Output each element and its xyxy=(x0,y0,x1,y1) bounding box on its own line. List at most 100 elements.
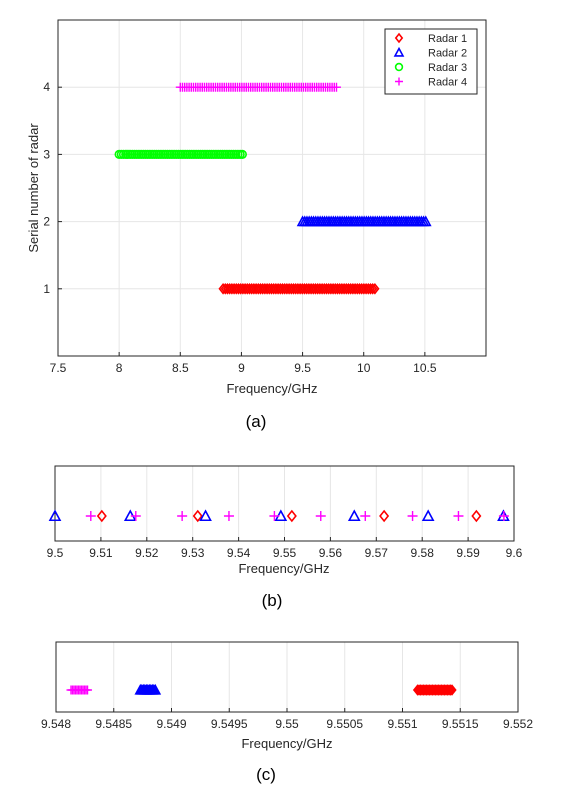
x-tick-label: 9.5515 xyxy=(442,717,479,731)
x-tick-label: 9.58 xyxy=(411,546,435,560)
y-tick-label: 2 xyxy=(43,215,50,229)
panel-a-y-axis-label: Serial number of radar xyxy=(26,123,41,253)
x-tick-label: 9.6 xyxy=(506,546,523,560)
data-point xyxy=(237,149,247,160)
x-tick-label: 9.57 xyxy=(365,546,389,560)
series-radar-4 xyxy=(66,685,93,695)
panel-b-x-ticks: 9.5 9.51 9.52 9.53 9.54 9.55 9.56 9.57 9.58 9.59 9… xyxy=(47,537,523,560)
panel-a-y-ticks: 1 2 3 4 xyxy=(43,80,62,296)
x-tick-label: 8 xyxy=(116,361,123,375)
data-point xyxy=(223,511,234,521)
y-tick-label: 4 xyxy=(43,80,50,94)
data-point xyxy=(331,82,341,92)
data-point xyxy=(286,509,297,523)
panel-c-x-ticks: 9.548 9.5485 9.549 9.5495 9.55 9.5505 9.551 9.5… xyxy=(41,708,533,731)
x-tick-label: 9.55 xyxy=(273,546,297,560)
data-point xyxy=(360,511,371,521)
legend-marker xyxy=(393,46,405,57)
series-radar-2 xyxy=(134,683,162,695)
x-tick-label: 10 xyxy=(357,361,371,375)
data-point xyxy=(370,283,380,295)
data-point xyxy=(471,509,482,523)
x-tick-label: 9.56 xyxy=(319,546,343,560)
series-radar-4 xyxy=(175,82,341,92)
x-tick-label: 9.549 xyxy=(156,717,186,731)
data-point xyxy=(149,683,162,695)
data-point xyxy=(445,684,456,696)
panel-c-marks xyxy=(66,683,457,696)
x-tick-label: 8.5 xyxy=(172,361,189,375)
data-point xyxy=(444,684,454,696)
data-point xyxy=(447,684,457,696)
data-point xyxy=(96,509,107,523)
data-point xyxy=(419,215,432,227)
panel-c-grid xyxy=(55,642,519,712)
panel-c-x-axis-label: Frequency/GHz xyxy=(241,736,332,751)
legend-label: Radar 3 xyxy=(428,62,467,74)
legend-label: Radar 1 xyxy=(428,33,467,45)
data-point xyxy=(315,511,326,521)
data-point xyxy=(177,511,188,521)
legend-marker xyxy=(395,77,403,86)
data-point xyxy=(368,283,378,295)
panel-c-caption: (c) xyxy=(256,765,276,784)
series-radar-4 xyxy=(85,511,509,521)
x-tick-label: 9.5495 xyxy=(211,717,248,731)
series-radar-1 xyxy=(218,283,380,295)
data-point xyxy=(453,511,464,521)
legend-entries: Radar 1 Radar 2 Radar 3 Radar 4 xyxy=(393,32,467,89)
legend-label: Radar 4 xyxy=(428,77,467,89)
panel-b-chart: 9.5 9.51 9.52 9.53 9.54 9.55 9.56 9.57 9.58 9.59 9… xyxy=(47,465,523,610)
panel-a-legend: Radar 1 Radar 2 Radar 3 Radar 4 xyxy=(384,28,478,95)
data-point xyxy=(269,511,280,521)
x-tick-label: 9.5485 xyxy=(95,717,132,731)
x-tick-label: 9.548 xyxy=(41,717,71,731)
x-tick-label: 9.5 xyxy=(294,361,311,375)
x-tick-label: 9.53 xyxy=(181,546,205,560)
series-radar-1 xyxy=(96,509,482,523)
x-tick-label: 9.5505 xyxy=(326,717,363,731)
x-tick-label: 9.52 xyxy=(135,546,159,560)
series-radar-1 xyxy=(412,684,457,696)
x-tick-label: 9.51 xyxy=(89,546,113,560)
panel-a-x-axis-label: Frequency/GHz xyxy=(226,381,317,396)
data-point xyxy=(379,509,390,523)
data-point xyxy=(347,509,361,522)
x-tick-label: 9 xyxy=(238,361,245,375)
data-point xyxy=(498,511,509,521)
data-point xyxy=(83,685,93,695)
x-tick-label: 9.59 xyxy=(456,546,480,560)
legend-label: Radar 2 xyxy=(428,48,467,60)
data-point xyxy=(85,511,96,521)
panel-b-marks xyxy=(48,509,510,523)
x-tick-label: 9.54 xyxy=(227,546,251,560)
series-radar-3 xyxy=(114,149,247,160)
panel-a-axes-box xyxy=(57,19,487,357)
data-point xyxy=(407,511,418,521)
panel-b-grid xyxy=(54,466,515,541)
x-tick-label: 9.551 xyxy=(387,717,417,731)
y-tick-label: 1 xyxy=(43,282,50,296)
panel-a-marks xyxy=(114,82,432,295)
data-point xyxy=(48,509,62,522)
panel-a-x-ticks: 7.5 8 8.5 9 9.5 10 10.5 xyxy=(50,352,437,375)
panel-c-chart: 9.548 9.5485 9.549 9.5495 9.55 9.5505 9.551 9.5… xyxy=(41,641,533,784)
x-tick-label: 10.5 xyxy=(413,361,437,375)
x-tick-label: 7.5 xyxy=(50,361,67,375)
series-radar-2 xyxy=(296,215,432,227)
legend-marker xyxy=(394,32,404,44)
data-point xyxy=(130,511,141,521)
x-tick-label: 9.552 xyxy=(503,717,533,731)
data-point xyxy=(199,509,212,522)
x-tick-label: 9.5 xyxy=(47,546,64,560)
data-point xyxy=(192,509,203,523)
panel-b-caption: (b) xyxy=(262,591,283,610)
panel-a-chart: 7.5 8 8.5 9 9.5 10 10.5 1 2 3 4 Frequency/GHz Ser… xyxy=(26,19,487,431)
x-tick-label: 9.55 xyxy=(275,717,299,731)
panel-b-x-axis-label: Frequency/GHz xyxy=(238,561,329,576)
data-point xyxy=(421,509,435,522)
legend-marker xyxy=(394,62,404,72)
y-tick-label: 3 xyxy=(43,147,50,161)
panel-a-caption: (a) xyxy=(246,412,267,431)
